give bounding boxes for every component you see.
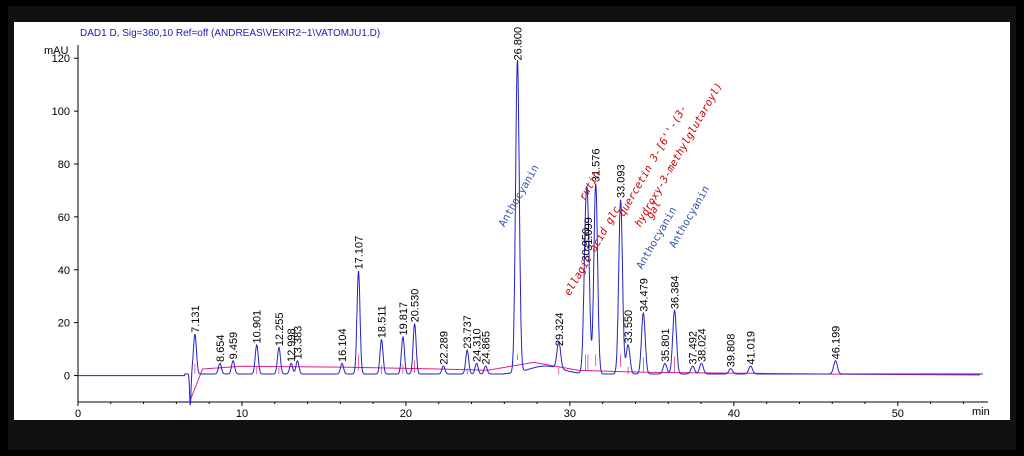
peak-label: 46.199 — [830, 326, 842, 360]
y-tick-label: 40 — [58, 265, 70, 277]
chart-title: DAD1 D, Sig=360,10 Ref=off (ANDREAS\VEKI… — [80, 28, 381, 39]
peak-label: 31.576 — [591, 148, 603, 182]
peak-label: 19.817 — [398, 302, 410, 336]
peak-label: 17.107 — [353, 236, 365, 270]
y-tick-label: 0 — [64, 371, 70, 383]
peak-label: 12.255 — [274, 312, 286, 346]
peak-label: 36.384 — [670, 275, 682, 309]
peak-label: 37.492 — [688, 331, 700, 365]
peak-label: 8.654 — [215, 334, 227, 362]
signal-trace — [78, 60, 983, 406]
compound-annotation: rutin — [577, 169, 603, 202]
peak-label: 22.289 — [438, 331, 450, 365]
peak-label: 35.801 — [660, 328, 672, 362]
peak-label: 26.800 — [512, 27, 524, 61]
x-tick-label: 30 — [564, 408, 576, 420]
x-tick-label: 20 — [400, 408, 412, 420]
peak-label: 29.324 — [554, 312, 566, 346]
peak-label: 12.998 — [286, 328, 298, 362]
y-tick-label: 100 — [52, 106, 70, 118]
baseline — [189, 354, 980, 403]
peak-label: 23.737 — [462, 315, 474, 349]
peak-label: 33.093 — [616, 164, 628, 198]
peak-label: 10.901 — [252, 310, 264, 344]
peak-label: 39.808 — [726, 334, 738, 368]
x-tick-label: 50 — [892, 408, 904, 420]
peak-label: 24.310 — [472, 328, 484, 362]
peak-label: 30.950 — [580, 228, 592, 262]
y-axis-label: mAU — [44, 45, 69, 57]
axes: 0 20 40 60 80 100 120 0 10 20 30 40 50 mAU min — [44, 45, 990, 420]
peak-label: 9.459 — [228, 332, 240, 360]
y-tick-label: 20 — [58, 318, 70, 330]
y-tick-label: 60 — [58, 212, 70, 224]
trace — [78, 60, 983, 406]
peak-label: 24.865 — [481, 331, 493, 365]
x-tick-label: 40 — [728, 408, 740, 420]
y-tick-label: 120 — [52, 53, 70, 65]
peak-label: 34.479 — [638, 278, 650, 312]
peak-label: 41.019 — [746, 331, 758, 365]
x-tick-label: 0 — [75, 408, 81, 420]
x-tick-label: 10 — [236, 408, 248, 420]
x-axis-label: min — [972, 406, 990, 418]
peak-label: 20.530 — [410, 289, 422, 323]
chart-panel — [14, 22, 1010, 420]
y-tick-label: 80 — [58, 159, 70, 171]
peak-label: 16.104 — [337, 328, 349, 362]
peak-label: 33.550 — [623, 310, 635, 344]
peak-label: 7.131 — [190, 305, 202, 333]
integration-baseline — [189, 361, 980, 403]
peak-label: 38.024 — [696, 328, 708, 362]
peak-label: 13.383 — [292, 326, 304, 360]
peak-label: 18.511 — [377, 305, 389, 338]
peak-label: 31.099 — [583, 217, 595, 251]
